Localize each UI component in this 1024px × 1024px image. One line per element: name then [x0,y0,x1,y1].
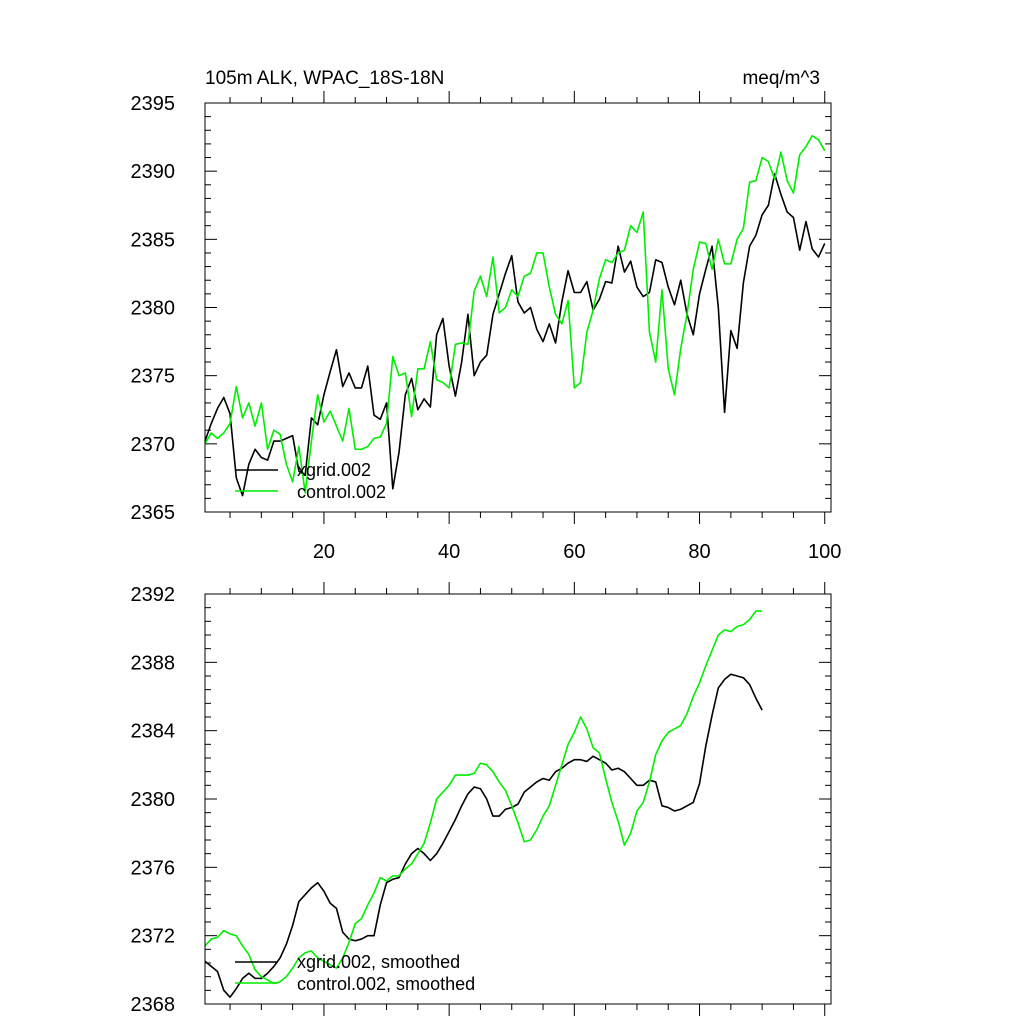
bottom-series-line-xgrid [204,673,763,998]
bottom-y-tick-label: 2380 [131,789,176,811]
top-panel: 105m ALK, WPAC_18S-18N meq/m^3 236523702… [131,68,842,563]
top-y-tick-label: 2380 [131,298,176,320]
top-ticks: 2365 2370 2375 2380 2385 2390 2395 20 40 60 80 100 [131,91,841,563]
bottom-panel: 2368 2372 2376 2380 2384 2388 2392 xgrid.002, … [131,582,832,1016]
top-x-tick-label: 80 [688,541,710,563]
top-y-tick-label: 2365 [131,502,176,524]
bottom-ticks: 2368 2372 2376 2380 2384 2388 2392 [131,582,831,1016]
top-y-tick-label: 2395 [131,93,176,115]
bottom-y-tick-label: 2368 [131,994,176,1016]
top-plot-frame [204,102,832,513]
top-series-line-xgrid [204,173,826,497]
top-title: 105m ALK, WPAC_18S-18N [205,68,444,89]
legend-label-control: control.002 [297,482,386,502]
top-x-tick-label: 100 [808,541,841,563]
bottom-y-tick-label: 2372 [131,926,176,948]
top-x-tick-label: 20 [313,541,335,563]
top-series-line-control [204,134,826,494]
top-y-tick-label: 2375 [131,366,176,388]
bottom-series-line-control [204,610,763,985]
top-units: meq/m^3 [742,68,820,89]
top-x-tick-label: 60 [563,541,585,563]
top-y-tick-label: 2390 [131,161,176,183]
bottom-plot-frame [204,593,832,1005]
legend-label-xgrid-smoothed: xgrid.002, smoothed [297,952,460,972]
bottom-y-tick-label: 2376 [131,857,176,879]
top-series [204,134,826,497]
top-x-tick-label: 40 [438,541,460,563]
legend-label-control-smoothed: control.002, smoothed [297,974,475,994]
legend-label-xgrid: xgrid.002 [297,460,371,480]
top-legend: xgrid.002 control.002 [235,460,386,502]
top-y-tick-label: 2385 [131,229,176,251]
bottom-y-tick-label: 2388 [131,652,176,674]
bottom-legend: xgrid.002, smoothed control.002, smoothe… [235,952,475,994]
bottom-y-tick-label: 2384 [131,721,176,743]
top-y-tick-label: 2370 [131,434,176,456]
bottom-y-tick-label: 2392 [131,584,176,606]
bottom-series [204,610,763,998]
